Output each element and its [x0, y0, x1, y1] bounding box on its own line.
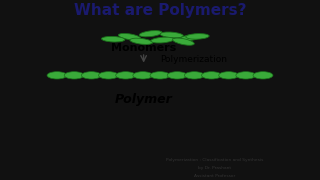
Ellipse shape	[172, 38, 194, 45]
Ellipse shape	[133, 72, 153, 79]
Ellipse shape	[179, 34, 202, 41]
Ellipse shape	[118, 33, 141, 40]
Ellipse shape	[101, 36, 125, 42]
Text: Polymerization: Polymerization	[160, 55, 227, 64]
Ellipse shape	[81, 72, 101, 79]
Text: Polymer: Polymer	[115, 93, 172, 106]
Ellipse shape	[253, 72, 273, 79]
Ellipse shape	[116, 72, 136, 79]
Ellipse shape	[151, 37, 174, 43]
Ellipse shape	[160, 32, 183, 38]
Text: What are Polymers?: What are Polymers?	[74, 3, 246, 18]
Ellipse shape	[99, 72, 118, 79]
Ellipse shape	[150, 72, 170, 79]
Text: Polymerization : Classification and Synthesis: Polymerization : Classification and Synt…	[165, 158, 263, 162]
Ellipse shape	[184, 72, 204, 79]
Text: Assistant Professor: Assistant Professor	[194, 174, 235, 178]
Text: Monomers: Monomers	[111, 43, 176, 53]
Ellipse shape	[167, 72, 187, 79]
Ellipse shape	[236, 72, 256, 79]
Text: by Dr. Prashant: by Dr. Prashant	[198, 166, 231, 170]
Ellipse shape	[47, 72, 67, 79]
Ellipse shape	[186, 34, 209, 39]
Ellipse shape	[139, 31, 162, 37]
Ellipse shape	[64, 72, 84, 79]
Ellipse shape	[202, 72, 221, 79]
Ellipse shape	[219, 72, 239, 79]
Ellipse shape	[130, 38, 153, 44]
